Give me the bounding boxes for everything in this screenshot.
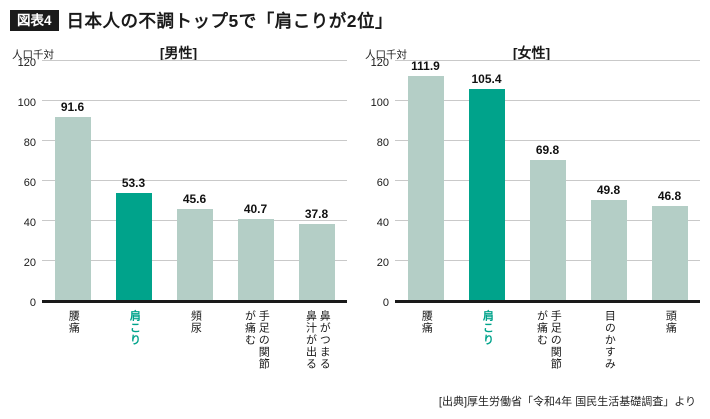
category-label-text: 目のかすみ bbox=[603, 310, 616, 370]
plot-area: 91.6 53.3 45.6 40.7 37.8 bbox=[42, 60, 347, 303]
category-label-text: 鼻がつまる 鼻汁が出る bbox=[304, 310, 331, 370]
gridline bbox=[42, 60, 347, 61]
y-tick-label: 0 bbox=[29, 297, 36, 309]
gridline bbox=[42, 100, 347, 101]
bars-group: 111.9 105.4 69.8 49.8 46.8 bbox=[395, 59, 700, 300]
y-tick-label: 40 bbox=[23, 217, 36, 229]
y-tick-label: 120 bbox=[370, 57, 389, 69]
bar-value-label: 53.3 bbox=[121, 176, 146, 191]
category-label-text: 腰痛 bbox=[420, 310, 433, 334]
y-tick-label: 80 bbox=[376, 137, 389, 149]
bar-column: 69.8 bbox=[519, 143, 577, 300]
bar-value-label: 111.9 bbox=[411, 59, 440, 74]
bar-value-label: 37.8 bbox=[304, 207, 329, 222]
bar-value-label: 49.8 bbox=[596, 183, 621, 198]
category-label: 肩こり bbox=[458, 303, 516, 391]
category-label-text: 手足の関節 が痛む bbox=[535, 310, 562, 370]
bar-value-label: 105.4 bbox=[471, 72, 502, 87]
y-tick-label: 20 bbox=[376, 257, 389, 269]
bar-column: 53.3 bbox=[105, 176, 163, 300]
category-label-text: 頻尿 bbox=[189, 310, 202, 334]
category-label-text: 肩こり bbox=[128, 310, 141, 346]
y-tick-label: 40 bbox=[376, 217, 389, 229]
gridline bbox=[395, 100, 700, 101]
category-label: 目のかすみ bbox=[580, 303, 638, 391]
bar bbox=[407, 76, 444, 300]
y-tick-label: 60 bbox=[376, 177, 389, 189]
chart-header: 人口千対 [女性] bbox=[363, 41, 700, 63]
y-tick-label: 100 bbox=[370, 97, 389, 109]
y-tick-label: 20 bbox=[23, 257, 36, 269]
bar-value-label: 40.7 bbox=[243, 201, 268, 216]
bar-column: 91.6 bbox=[44, 100, 102, 300]
category-label: 腰痛 bbox=[44, 303, 102, 391]
plot-row: 0 20 40 60 80 100 120 111.9 105.4 69.8 49.8 46.8 bbox=[363, 57, 700, 309]
category-label: 手足の関節 が痛む bbox=[227, 303, 285, 391]
category-label: 頻尿 bbox=[166, 303, 224, 391]
bar-value-label: 46.8 bbox=[657, 189, 682, 204]
category-label-text: 手足の関節 が痛む bbox=[243, 310, 270, 370]
gridline bbox=[395, 140, 700, 141]
charts-row: 人口千対 [男性] 0 20 40 60 80 100 120 91.6 53.3 45.6 40… bbox=[0, 41, 710, 391]
bars-group: 91.6 53.3 45.6 40.7 37.8 bbox=[42, 63, 347, 300]
y-tick-label: 80 bbox=[23, 137, 36, 149]
bar bbox=[176, 208, 213, 300]
category-label: 鼻がつまる 鼻汁が出る bbox=[288, 303, 346, 391]
x-axis-labels: 腰痛 肩こり 頻尿 手足の関節 が痛む 鼻がつまる 鼻汁が出る bbox=[42, 303, 347, 391]
bar-column: 37.8 bbox=[288, 207, 346, 300]
chart-title: [男性] bbox=[159, 45, 198, 61]
plot-area: 111.9 105.4 69.8 49.8 46.8 bbox=[395, 59, 700, 303]
bar-value-label: 91.6 bbox=[60, 99, 85, 114]
category-label-text: 腰痛 bbox=[67, 310, 80, 334]
y-axis: 0 20 40 60 80 100 120 bbox=[10, 57, 42, 309]
category-label-text: 肩こり bbox=[481, 310, 494, 346]
category-label: 手足の関節 が痛む bbox=[519, 303, 577, 391]
y-tick-label: 120 bbox=[17, 57, 36, 69]
bar-chart-female: 人口千対 [女性] 0 20 40 60 80 100 120 111.9 105.4 69.8… bbox=[363, 41, 700, 391]
bar-column: 40.7 bbox=[227, 202, 285, 300]
bar bbox=[54, 116, 91, 300]
bar bbox=[237, 218, 274, 300]
category-label: 頭痛 bbox=[641, 303, 699, 391]
figure-title: 日本人の不調トップ5で「肩こりが2位」 bbox=[66, 11, 393, 31]
category-label: 腰痛 bbox=[397, 303, 455, 391]
category-label: 肩こり bbox=[105, 303, 163, 391]
bar bbox=[115, 193, 152, 300]
bar-value-label: 69.8 bbox=[535, 143, 560, 158]
bar-column: 45.6 bbox=[166, 192, 224, 300]
y-tick-label: 60 bbox=[23, 177, 36, 189]
bar-value-label: 45.6 bbox=[182, 191, 207, 206]
bar bbox=[468, 89, 505, 300]
gridline bbox=[395, 60, 700, 61]
y-tick-label: 100 bbox=[17, 97, 36, 109]
y-axis-label: 人口千対 bbox=[365, 49, 407, 61]
bar bbox=[529, 160, 566, 300]
chart-header: 人口千対 [男性] bbox=[10, 41, 347, 63]
bar-column: 111.9 bbox=[397, 59, 455, 300]
bar bbox=[651, 206, 688, 300]
bar-column: 49.8 bbox=[580, 183, 638, 300]
figure-header: 図表4 日本人の不調トップ5で「肩こりが2位」 bbox=[0, 8, 710, 33]
y-tick-label: 0 bbox=[382, 297, 389, 309]
source-note: [出典]厚生労働省「令和4年 国民生活基礎調査」より bbox=[438, 396, 696, 408]
gridline bbox=[42, 180, 347, 181]
y-axis: 0 20 40 60 80 100 120 bbox=[363, 57, 395, 309]
x-axis-labels: 腰痛 肩こり 手足の関節 が痛む 目のかすみ 頭痛 bbox=[395, 303, 700, 391]
bar-column: 46.8 bbox=[641, 189, 699, 300]
gridline bbox=[42, 140, 347, 141]
bar-chart-male: 人口千対 [男性] 0 20 40 60 80 100 120 91.6 53.3 45.6 40… bbox=[10, 41, 347, 391]
bar bbox=[590, 200, 627, 300]
y-axis-label: 人口千対 bbox=[12, 49, 54, 61]
category-label-text: 頭痛 bbox=[664, 310, 677, 334]
bar-column: 105.4 bbox=[458, 72, 516, 300]
chart-title: [女性] bbox=[512, 45, 551, 61]
bar bbox=[298, 224, 335, 300]
plot-row: 0 20 40 60 80 100 120 91.6 53.3 45.6 40.7 37.8 bbox=[10, 57, 347, 309]
figure-number-badge: 図表4 bbox=[10, 9, 59, 32]
